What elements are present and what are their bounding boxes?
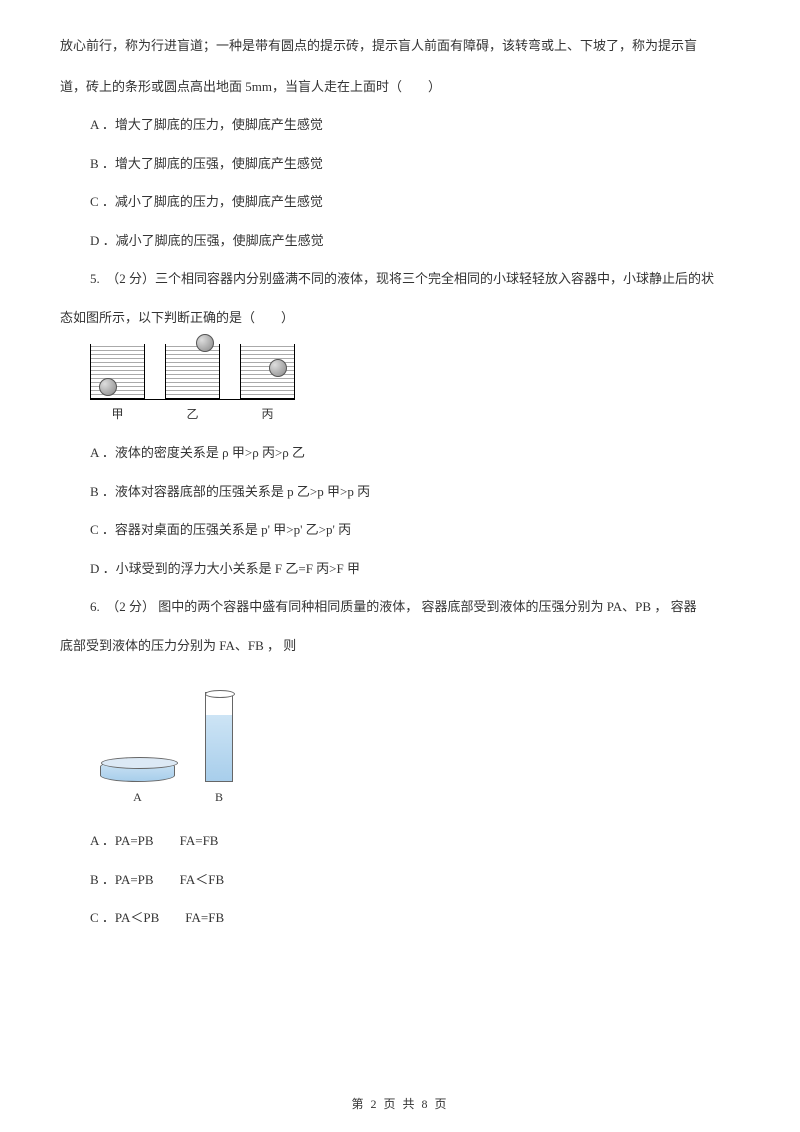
q5-beakers-group: 甲 乙 丙	[90, 344, 295, 422]
q6-text-line2: 底部受到液体的压力分别为 FA、FB ， 则	[60, 630, 740, 663]
q5-option-c: C ．容器对桌面的压强关系是 p' 甲>p' 乙>p' 丙	[60, 514, 740, 547]
q5-text-line1: 5. （2 分）三个相同容器内分别盛满不同的液体，现将三个完全相同的小球轻轻放入…	[60, 263, 740, 296]
q5-figure: 甲 乙 丙	[60, 344, 740, 422]
q4-continuation-line2: 道，砖上的条形或圆点高出地面 5mm，当盲人走在上面时（ ）	[60, 71, 740, 104]
beaker-bing	[240, 344, 295, 399]
label-yi: 乙	[165, 405, 220, 422]
beaker-jia	[90, 344, 145, 399]
q5-text-line2: 态如图所示，以下判断正确的是（ ）	[60, 302, 740, 335]
cylinder-b-icon	[205, 692, 233, 782]
q5-beaker-row	[90, 344, 295, 400]
ball-bing-icon	[269, 359, 287, 377]
q5-option-b: B ．液体对容器底部的压强关系是 p 乙>p 甲>p 丙	[60, 476, 740, 509]
vessel-label-a: A	[133, 790, 142, 805]
page-footer: 第 2 页 共 8 页	[0, 1095, 800, 1112]
q5-label-row: 甲 乙 丙	[90, 405, 295, 422]
q4-option-d: D ．减小了脚底的压强，使脚底产生感觉	[60, 225, 740, 258]
q5-option-d: D ．小球受到的浮力大小关系是 F 乙=F 丙>F 甲	[60, 553, 740, 586]
dish-a-icon	[100, 760, 175, 782]
vessel-b-group: B	[205, 692, 233, 805]
label-bing: 丙	[240, 405, 295, 422]
vessel-a-group: A	[100, 760, 175, 805]
vessel-label-b: B	[215, 790, 223, 805]
q4-continuation-line1: 放心前行，称为行进盲道；一种是带有圆点的提示砖，提示盲人前面有障碍，该转弯或上、…	[60, 30, 740, 63]
q5-option-a: A ．液体的密度关系是 ρ 甲>ρ 丙>ρ 乙	[60, 437, 740, 470]
q6-option-c: C ．PA＜PB FA=FB	[60, 902, 740, 935]
q6-figure: A B	[60, 692, 740, 805]
q4-option-a: A ．增大了脚底的压力，使脚底产生感觉	[60, 109, 740, 142]
beaker-yi	[165, 344, 220, 399]
q6-option-a: A ．PA=PB FA=FB	[60, 825, 740, 858]
q4-option-b: B ．增大了脚底的压强，使脚底产生感觉	[60, 148, 740, 181]
ball-jia-icon	[99, 378, 117, 396]
q6-text-line1: 6. （2 分） 图中的两个容器中盛有同种相同质量的液体， 容器底部受到液体的压…	[60, 591, 740, 624]
label-jia: 甲	[90, 405, 145, 422]
q4-option-c: C ．减小了脚底的压力，使脚底产生感觉	[60, 186, 740, 219]
ball-yi-icon	[196, 334, 214, 352]
q6-option-b: B ．PA=PB FA＜FB	[60, 864, 740, 897]
